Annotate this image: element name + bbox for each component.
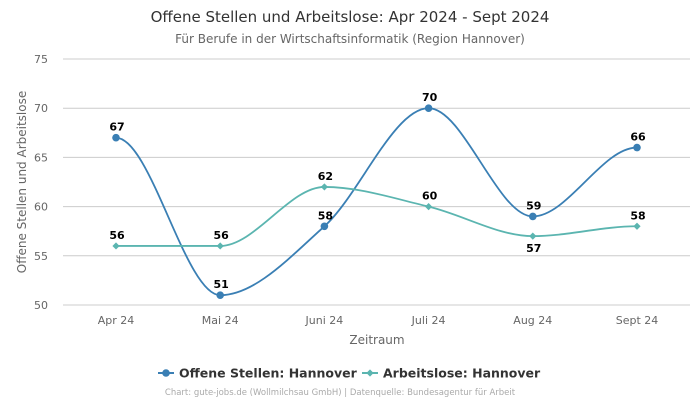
data-point [216, 242, 224, 250]
chart-footer: Chart: gute-jobs.de (Wollmilchsau GmbH) … [165, 388, 516, 398]
y-tick-label: 55 [34, 250, 48, 263]
legend-label: Arbeitslose: Hannover [383, 366, 541, 381]
x-axis-ticks: Apr 24 Mai 24 Juni 24 Juli 24 Aug 24 Sept 24 [98, 314, 659, 327]
data-label: 66 [630, 131, 646, 144]
x-tick-label: Mai 24 [202, 314, 239, 327]
y-tick-label: 75 [34, 53, 48, 66]
data-point [320, 183, 328, 191]
data-label: 51 [214, 278, 229, 291]
y-tick-label: 50 [34, 299, 48, 312]
legend-marker [162, 369, 170, 377]
x-tick-label: Aug 24 [513, 314, 552, 327]
data-label: 57 [526, 242, 541, 255]
y-axis-label: Offene Stellen und Arbeitslose [15, 91, 29, 273]
chart-subtitle: Für Berufe in der Wirtschaftsinformatik … [175, 32, 525, 46]
legend-marker [366, 369, 374, 377]
data-point [112, 133, 120, 142]
data-label: 59 [526, 199, 541, 212]
x-tick-label: Juli 24 [411, 314, 446, 327]
data-point [633, 143, 641, 152]
x-tick-label: Apr 24 [98, 314, 135, 327]
y-tick-label: 60 [34, 201, 48, 214]
data-label: 58 [630, 209, 645, 222]
x-axis-label: Zeitraum [349, 333, 404, 347]
x-tick-label: Juni 24 [305, 314, 344, 327]
data-point [529, 232, 537, 240]
legend-label: Offene Stellen: Hannover [179, 366, 358, 381]
data-label: 56 [214, 229, 230, 242]
data-point [320, 222, 329, 231]
data-label: 70 [422, 91, 438, 104]
data-point [425, 203, 433, 211]
data-point [216, 291, 224, 299]
data-label: 60 [422, 190, 438, 203]
y-axis-ticks: 50 55 60 65 70 75 [34, 53, 48, 312]
data-point [529, 212, 537, 221]
data-point [633, 222, 641, 230]
legend-item-1: Offene Stellen: Hannover [158, 366, 358, 381]
y-tick-label: 70 [34, 102, 48, 115]
legend-item-2: Arbeitslose: Hannover [362, 366, 541, 381]
chart-title: Offene Stellen und Arbeitslose: Apr 2024… [151, 8, 550, 26]
series-line [115, 107, 638, 297]
data-label: 58 [318, 209, 333, 222]
series-layer: 67 51 58 70 59 66 56 56 62 60 57 58 [109, 91, 646, 299]
data-label: 56 [109, 229, 125, 242]
series-line [115, 186, 638, 247]
x-tick-label: Sept 24 [616, 314, 659, 327]
series-2: 56 56 62 60 57 58 [109, 170, 645, 255]
series-1: 67 51 58 70 59 66 [109, 91, 646, 299]
data-point [112, 242, 120, 250]
y-tick-label: 65 [34, 151, 48, 164]
grid [63, 58, 690, 306]
data-label: 62 [318, 170, 333, 183]
legend: Offene Stellen: Hannover Arbeitslose: Han… [158, 366, 541, 381]
data-label: 67 [109, 121, 124, 134]
data-point [424, 104, 433, 112]
